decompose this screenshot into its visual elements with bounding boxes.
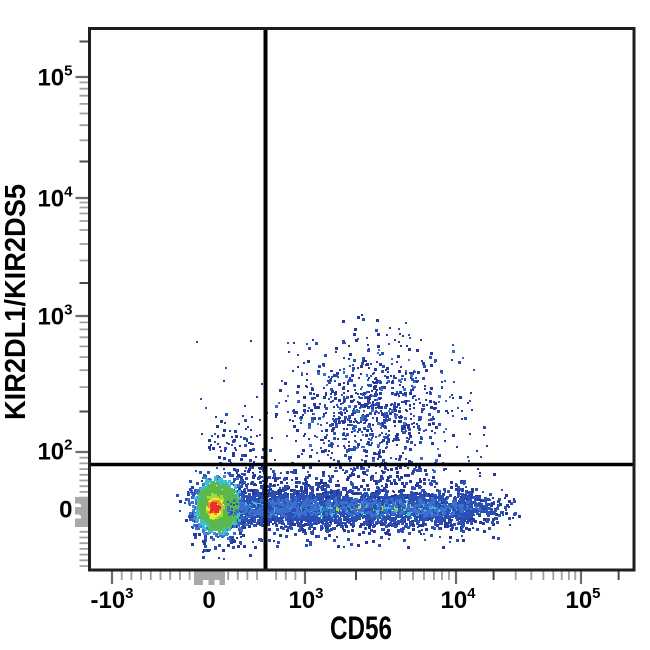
svg-text:CD56: CD56 — [330, 610, 392, 646]
svg-text:0: 0 — [59, 497, 72, 524]
svg-text:105: 105 — [37, 63, 72, 92]
svg-text:0: 0 — [202, 587, 215, 614]
svg-text:KIR2DL1/KIR2DS5: KIR2DL1/KIR2DS5 — [0, 184, 32, 420]
